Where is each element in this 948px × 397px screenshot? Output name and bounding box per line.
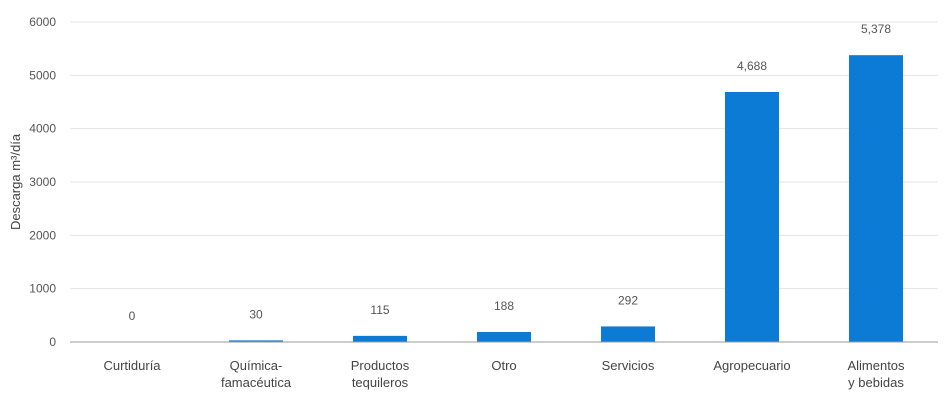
y-tick-label: 5000	[29, 68, 56, 82]
data-label: 0	[129, 309, 136, 323]
y-axis-ticks: 0 1000 2000 3000 4000 5000 6000	[29, 15, 56, 349]
x-category-label: Otro	[491, 358, 516, 373]
bar	[477, 331, 531, 342]
y-tick-label: 2000	[29, 228, 56, 242]
data-label: 30	[249, 307, 263, 321]
y-tick-label: 1000	[29, 282, 56, 296]
x-category-label: Alimentos	[847, 358, 905, 373]
y-tick-label: 6000	[29, 15, 56, 29]
x-category-label: y bebidas	[848, 375, 904, 390]
bar	[849, 55, 903, 342]
x-category-label: Productos	[351, 358, 410, 373]
bars	[229, 55, 903, 343]
data-label: 292	[618, 293, 638, 307]
gridlines	[70, 21, 938, 290]
bar	[229, 340, 283, 342]
y-axis-label: Descarga m³/día	[8, 133, 23, 230]
data-labels: 0 30 115 188 292 4,688 5,378	[129, 22, 892, 323]
data-label: 4,688	[737, 59, 767, 73]
data-label: 115	[370, 303, 389, 317]
y-tick-label: 3000	[29, 175, 56, 189]
x-category-label: tequileros	[352, 375, 409, 390]
x-axis-categories: Curtiduría Química-famacéutica Productos te…	[103, 358, 905, 390]
bar	[353, 335, 407, 342]
x-category-label: Servicios	[602, 358, 655, 373]
data-label: 188	[494, 299, 514, 313]
y-tick-label: 4000	[29, 122, 56, 136]
x-category-label: Agropecuario	[713, 358, 790, 373]
x-category-label: Curtiduría	[103, 358, 161, 373]
data-label: 5,378	[861, 22, 891, 36]
bar	[725, 91, 779, 343]
x-category-label: famacéutica	[221, 375, 292, 390]
x-category-label: Química-	[230, 358, 283, 373]
y-tick-label: 0	[49, 335, 56, 349]
bar	[601, 326, 655, 342]
